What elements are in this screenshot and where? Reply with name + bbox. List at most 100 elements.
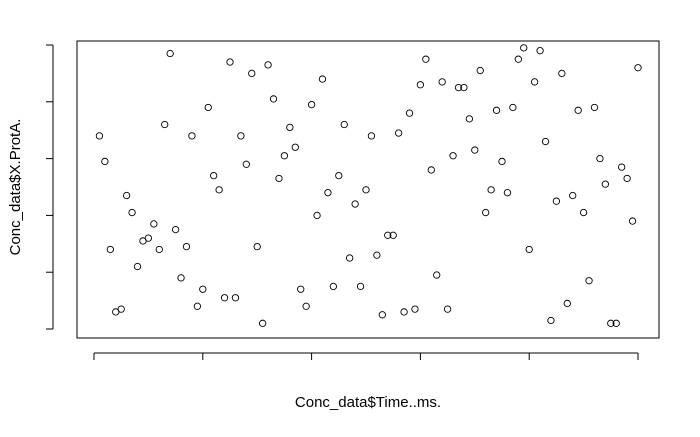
data-point (297, 285, 305, 293)
data-point (628, 217, 637, 225)
data-point (623, 174, 631, 183)
data-point (476, 66, 484, 75)
data-point (394, 129, 403, 137)
data-point (122, 191, 131, 200)
data-point (286, 123, 294, 132)
data-point (226, 58, 234, 66)
data-point (166, 49, 174, 58)
data-point (231, 294, 240, 302)
data-point (585, 277, 593, 285)
data-point (324, 189, 332, 197)
data-point (422, 55, 430, 63)
data-point (536, 47, 544, 55)
data-point (563, 299, 571, 308)
data-point (362, 186, 370, 194)
data-point (117, 305, 125, 313)
data-point (487, 186, 495, 194)
data-point (433, 271, 441, 279)
data-point (607, 319, 615, 327)
data-point (307, 100, 316, 109)
data-point (569, 191, 577, 200)
data-point (405, 109, 414, 117)
data-point (313, 211, 321, 220)
data-point (634, 64, 642, 72)
data-point (449, 152, 457, 160)
data-point (220, 294, 229, 302)
data-point (280, 152, 289, 160)
data-point (525, 245, 533, 254)
data-point (329, 282, 338, 291)
data-point (150, 220, 158, 228)
data-point (443, 305, 452, 313)
data-point (558, 69, 566, 78)
data-point (612, 319, 620, 327)
data-point (530, 78, 539, 86)
data-point (237, 132, 245, 140)
data-point (498, 157, 506, 166)
data-point (465, 115, 474, 123)
data-point (302, 302, 310, 310)
data-point (210, 171, 218, 180)
x-axis (93, 352, 639, 360)
data-point (503, 189, 512, 197)
data-point (547, 316, 555, 325)
data-point (596, 154, 604, 163)
data-point (520, 44, 528, 52)
data-point (177, 274, 185, 282)
x-axis-title: Conc_data$Time..ms. (295, 394, 441, 411)
data-point (427, 166, 435, 174)
data-point (133, 262, 142, 271)
data-point (590, 103, 599, 112)
data-point (193, 302, 202, 310)
data-point (95, 132, 104, 140)
data-point (618, 163, 626, 171)
data-point (248, 69, 256, 78)
data-point (454, 83, 463, 92)
data-point (552, 197, 561, 205)
data-point (541, 137, 550, 146)
data-point (416, 81, 425, 89)
data-point (378, 311, 386, 319)
data-point (215, 186, 223, 194)
data-points (95, 44, 642, 327)
data-point (400, 308, 408, 316)
data-point (471, 146, 479, 154)
data-point (269, 95, 278, 103)
data-point (373, 251, 381, 259)
data-point (275, 174, 283, 183)
data-point (291, 143, 299, 151)
data-point (242, 160, 250, 168)
data-point (384, 231, 392, 239)
data-point (389, 231, 397, 239)
data-point (356, 282, 365, 291)
data-point (204, 103, 212, 112)
data-point (346, 254, 354, 262)
data-point (340, 120, 348, 129)
y-axis (46, 44, 54, 330)
data-point (101, 157, 109, 166)
data-point (318, 75, 327, 83)
data-point (411, 305, 419, 313)
data-point (258, 319, 267, 327)
data-point (264, 61, 272, 69)
data-point (182, 242, 191, 251)
data-point (438, 78, 446, 86)
data-point (199, 285, 207, 293)
data-point (579, 208, 588, 217)
data-point (509, 103, 517, 112)
data-point (155, 245, 163, 254)
data-point (144, 234, 153, 242)
data-point (161, 120, 169, 129)
data-point (492, 106, 501, 114)
data-point (253, 242, 261, 251)
data-point (460, 83, 468, 92)
data-point (574, 106, 582, 114)
data-point (367, 132, 376, 140)
data-point (482, 208, 490, 217)
data-point (351, 200, 359, 208)
data-point (601, 180, 610, 188)
data-point (171, 225, 180, 234)
data-point (514, 55, 522, 63)
